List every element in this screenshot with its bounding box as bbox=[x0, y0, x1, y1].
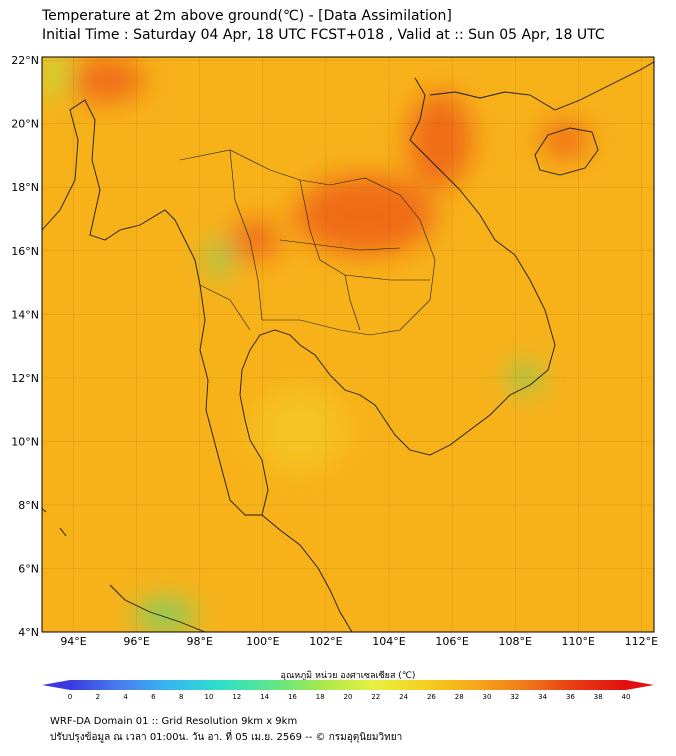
colorbar-tick-label: 38 bbox=[594, 693, 603, 701]
colorbar-tick-label: 18 bbox=[316, 693, 325, 701]
colorbar-tick-label: 8 bbox=[179, 693, 183, 701]
colorbar-tick-label: 26 bbox=[427, 693, 436, 701]
footer-domain-info: WRF-DA Domain 01 :: Grid Resolution 9km … bbox=[50, 716, 298, 727]
lon-tick-label: 106°E bbox=[435, 635, 468, 648]
lon-tick-label: 96°E bbox=[123, 635, 149, 648]
lon-tick-label: 102°E bbox=[309, 635, 342, 648]
colorbar-tick-label: 24 bbox=[399, 693, 408, 701]
lat-tick-label: 18°N bbox=[11, 181, 39, 194]
colorbar-tick-label: 12 bbox=[232, 693, 241, 701]
lon-tick-label: 100°E bbox=[246, 635, 279, 648]
lon-tick-label: 112°E bbox=[625, 635, 658, 648]
colorbar-tick-label: 20 bbox=[344, 693, 353, 701]
lat-tick-label: 8°N bbox=[18, 499, 39, 512]
plot-frame bbox=[41, 56, 655, 633]
colorbar-tick-label: 16 bbox=[288, 693, 297, 701]
lat-tick-label: 20°N bbox=[11, 118, 39, 131]
latitude-tick-labels: 22°N 20°N 18°N 16°N 14°N 12°N 10°N 8°N 6°N 4°N bbox=[11, 54, 39, 639]
lat-tick-label: 6°N bbox=[18, 562, 39, 575]
colorbar-tick-label: 10 bbox=[205, 693, 214, 701]
map-title: Temperature at 2m above ground(℃) - [Dat… bbox=[42, 8, 452, 24]
colorbar-ticks: 0 2 4 6 8 10 12 14 16 18 20 22 24 26 28 30 32 34 36 38 40 bbox=[68, 693, 631, 701]
province-borders bbox=[179, 149, 436, 336]
colorbar-tick-label: 4 bbox=[123, 693, 128, 701]
lat-tick-label: 14°N bbox=[11, 308, 39, 321]
colorbar-tick-label: 14 bbox=[260, 693, 269, 701]
colorbar-tick-label: 2 bbox=[96, 693, 100, 701]
coastlines-borders bbox=[42, 61, 654, 632]
colorbar-tick-label: 22 bbox=[371, 693, 380, 701]
colorbar-label: อุณหภูมิ หน่วย องศาเซลเซียส (℃) bbox=[281, 670, 416, 681]
colorbar-tick-label: 36 bbox=[566, 693, 575, 701]
colorbar-max-arrow bbox=[626, 680, 654, 690]
lat-tick-label: 10°N bbox=[11, 435, 39, 448]
colorbar-tick-label: 28 bbox=[455, 693, 464, 701]
lat-tick-label: 12°N bbox=[11, 372, 39, 385]
colorbar-tick-label: 34 bbox=[538, 693, 547, 701]
lon-tick-label: 104°E bbox=[372, 635, 405, 648]
longitude-tick-labels: 94°E 96°E 98°E 100°E 102°E 104°E 106°E 108°E 110… bbox=[60, 635, 658, 648]
temperature-anomalies bbox=[42, 57, 590, 629]
lat-tick-label: 4°N bbox=[18, 626, 39, 639]
lon-tick-label: 94°E bbox=[60, 635, 86, 648]
temperature-colorbar bbox=[70, 680, 626, 690]
lon-tick-label: 110°E bbox=[562, 635, 595, 648]
colorbar-tick-label: 6 bbox=[151, 693, 156, 701]
lat-tick-label: 16°N bbox=[11, 245, 39, 258]
lat-tick-label: 22°N bbox=[11, 54, 39, 67]
map-subtitle: Initial Time : Saturday 04 Apr, 18 UTC F… bbox=[42, 27, 605, 43]
colorbar-tick-label: 32 bbox=[510, 693, 519, 701]
colorbar-min-arrow bbox=[42, 680, 70, 690]
footer-update-info: ปรับปรุงข้อมูล ณ เวลา 01:00น. วัน อา. ที… bbox=[50, 732, 403, 743]
graticule bbox=[42, 57, 654, 633]
colorbar-tick-label: 40 bbox=[622, 693, 631, 701]
colorbar-tick-label: 0 bbox=[68, 693, 72, 701]
colorbar-tick-label: 30 bbox=[483, 693, 492, 701]
lon-tick-label: 108°E bbox=[498, 635, 531, 648]
lon-tick-label: 98°E bbox=[187, 635, 213, 648]
